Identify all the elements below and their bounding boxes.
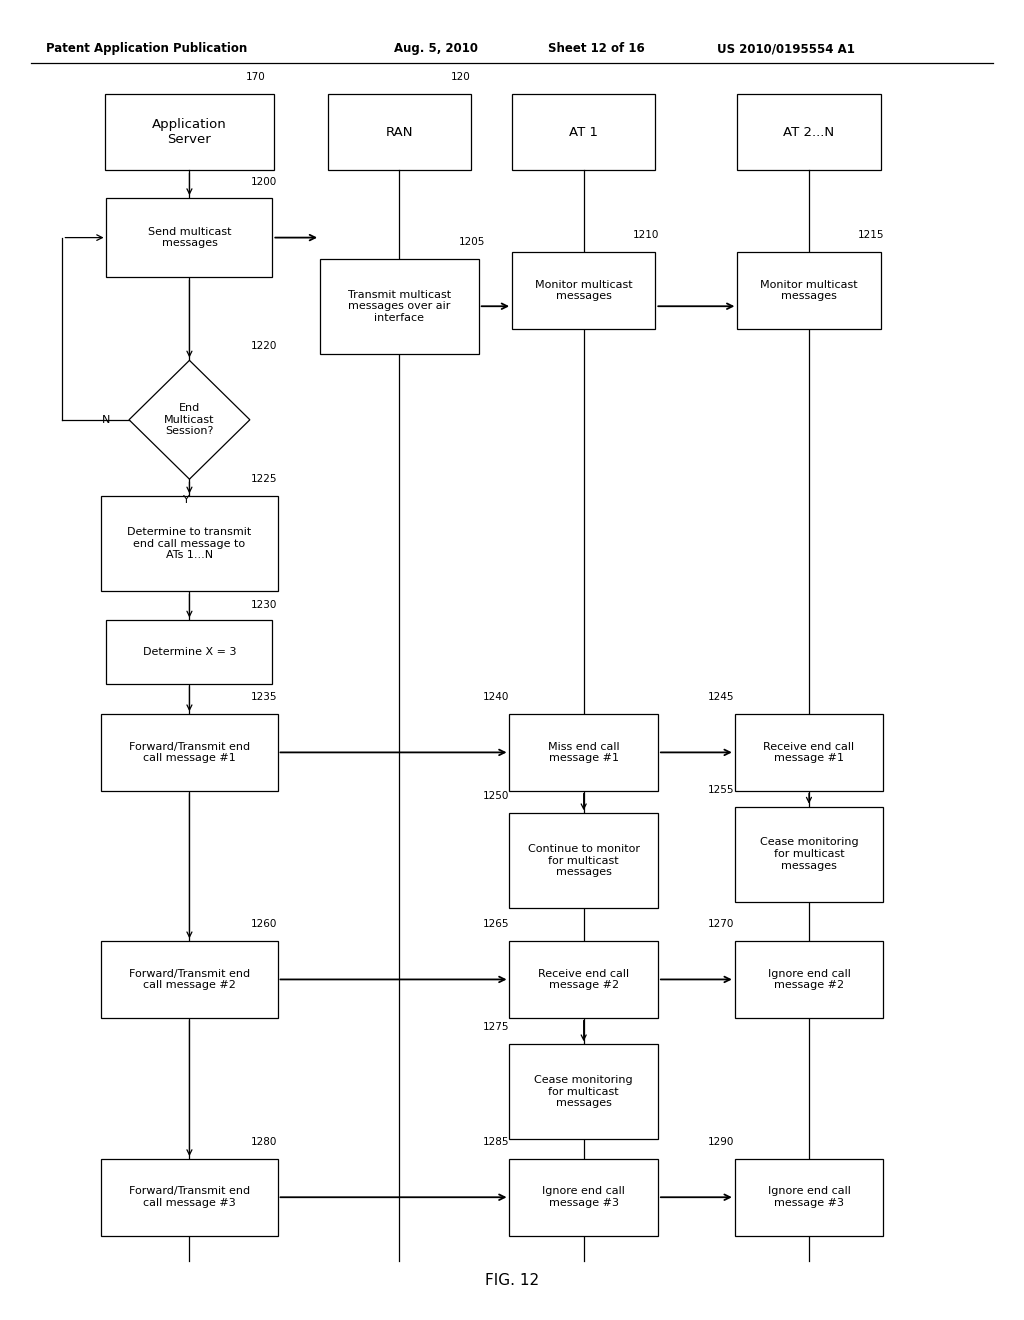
Text: 1200: 1200 [251, 177, 278, 187]
Text: N: N [102, 414, 111, 425]
Text: 1290: 1290 [708, 1137, 734, 1147]
FancyBboxPatch shape [735, 1159, 883, 1236]
Text: FIG. 12: FIG. 12 [485, 1272, 539, 1288]
Text: Miss end call
message #1: Miss end call message #1 [548, 742, 620, 763]
Text: 1255: 1255 [708, 784, 734, 795]
FancyBboxPatch shape [737, 252, 881, 329]
Text: Forward/Transmit end
call message #3: Forward/Transmit end call message #3 [129, 1187, 250, 1208]
Text: 1225: 1225 [251, 474, 278, 484]
Text: Determine to transmit
end call message to
ATs 1...N: Determine to transmit end call message t… [127, 527, 252, 561]
FancyBboxPatch shape [509, 1159, 657, 1236]
Text: Cease monitoring
for multicast
messages: Cease monitoring for multicast messages [535, 1074, 633, 1109]
FancyBboxPatch shape [106, 198, 272, 277]
Text: End
Multicast
Session?: End Multicast Session? [164, 403, 215, 437]
Text: 1230: 1230 [251, 599, 278, 610]
Text: Monitor multicast
messages: Monitor multicast messages [535, 280, 633, 301]
Text: 1240: 1240 [482, 692, 509, 702]
FancyBboxPatch shape [106, 620, 272, 684]
Text: 170: 170 [246, 71, 265, 82]
Text: 1275: 1275 [482, 1022, 509, 1032]
Text: Application
Server: Application Server [153, 117, 226, 147]
Text: Ignore end call
message #3: Ignore end call message #3 [768, 1187, 850, 1208]
Text: 1250: 1250 [482, 791, 509, 801]
FancyBboxPatch shape [104, 94, 274, 170]
Text: Receive end call
message #1: Receive end call message #1 [764, 742, 854, 763]
Text: Determine X = 3: Determine X = 3 [142, 647, 237, 657]
FancyBboxPatch shape [509, 714, 657, 791]
FancyBboxPatch shape [735, 807, 883, 902]
FancyBboxPatch shape [737, 94, 881, 170]
FancyBboxPatch shape [101, 1159, 278, 1236]
FancyBboxPatch shape [735, 941, 883, 1018]
Text: 1280: 1280 [251, 1137, 278, 1147]
Text: Patent Application Publication: Patent Application Publication [46, 42, 248, 55]
FancyBboxPatch shape [512, 94, 655, 170]
FancyBboxPatch shape [509, 941, 657, 1018]
Text: AT 2...N: AT 2...N [783, 125, 835, 139]
Text: 1205: 1205 [459, 236, 485, 247]
Text: 1215: 1215 [858, 230, 885, 240]
Text: Transmit multicast
messages over air
interface: Transmit multicast messages over air int… [348, 289, 451, 323]
Text: Receive end call
message #2: Receive end call message #2 [539, 969, 629, 990]
FancyBboxPatch shape [735, 714, 883, 791]
Text: 1270: 1270 [708, 919, 734, 929]
Text: Ignore end call
message #2: Ignore end call message #2 [768, 969, 850, 990]
Text: RAN: RAN [386, 125, 413, 139]
Text: 1260: 1260 [251, 919, 278, 929]
Text: 1235: 1235 [251, 692, 278, 702]
Polygon shape [129, 360, 250, 479]
Text: AT 1: AT 1 [569, 125, 598, 139]
Text: Monitor multicast
messages: Monitor multicast messages [760, 280, 858, 301]
FancyBboxPatch shape [509, 1044, 657, 1139]
Text: US 2010/0195554 A1: US 2010/0195554 A1 [717, 42, 855, 55]
Text: Forward/Transmit end
call message #1: Forward/Transmit end call message #1 [129, 742, 250, 763]
Text: Send multicast
messages: Send multicast messages [147, 227, 231, 248]
FancyBboxPatch shape [512, 252, 655, 329]
Text: 1210: 1210 [633, 230, 659, 240]
Text: Forward/Transmit end
call message #2: Forward/Transmit end call message #2 [129, 969, 250, 990]
Text: 1265: 1265 [482, 919, 509, 929]
Text: 1245: 1245 [708, 692, 734, 702]
Text: Aug. 5, 2010: Aug. 5, 2010 [394, 42, 478, 55]
FancyBboxPatch shape [101, 496, 278, 591]
Text: 120: 120 [451, 71, 470, 82]
FancyBboxPatch shape [319, 259, 479, 354]
Text: Sheet 12 of 16: Sheet 12 of 16 [548, 42, 644, 55]
FancyBboxPatch shape [328, 94, 471, 170]
FancyBboxPatch shape [101, 714, 278, 791]
Text: Cease monitoring
for multicast
messages: Cease monitoring for multicast messages [760, 837, 858, 871]
Text: Y: Y [183, 495, 189, 506]
FancyBboxPatch shape [509, 813, 657, 908]
Text: Continue to monitor
for multicast
messages: Continue to monitor for multicast messag… [527, 843, 640, 878]
Text: Ignore end call
message #3: Ignore end call message #3 [543, 1187, 625, 1208]
FancyBboxPatch shape [101, 941, 278, 1018]
Text: 1220: 1220 [251, 341, 278, 351]
Text: 1285: 1285 [482, 1137, 509, 1147]
